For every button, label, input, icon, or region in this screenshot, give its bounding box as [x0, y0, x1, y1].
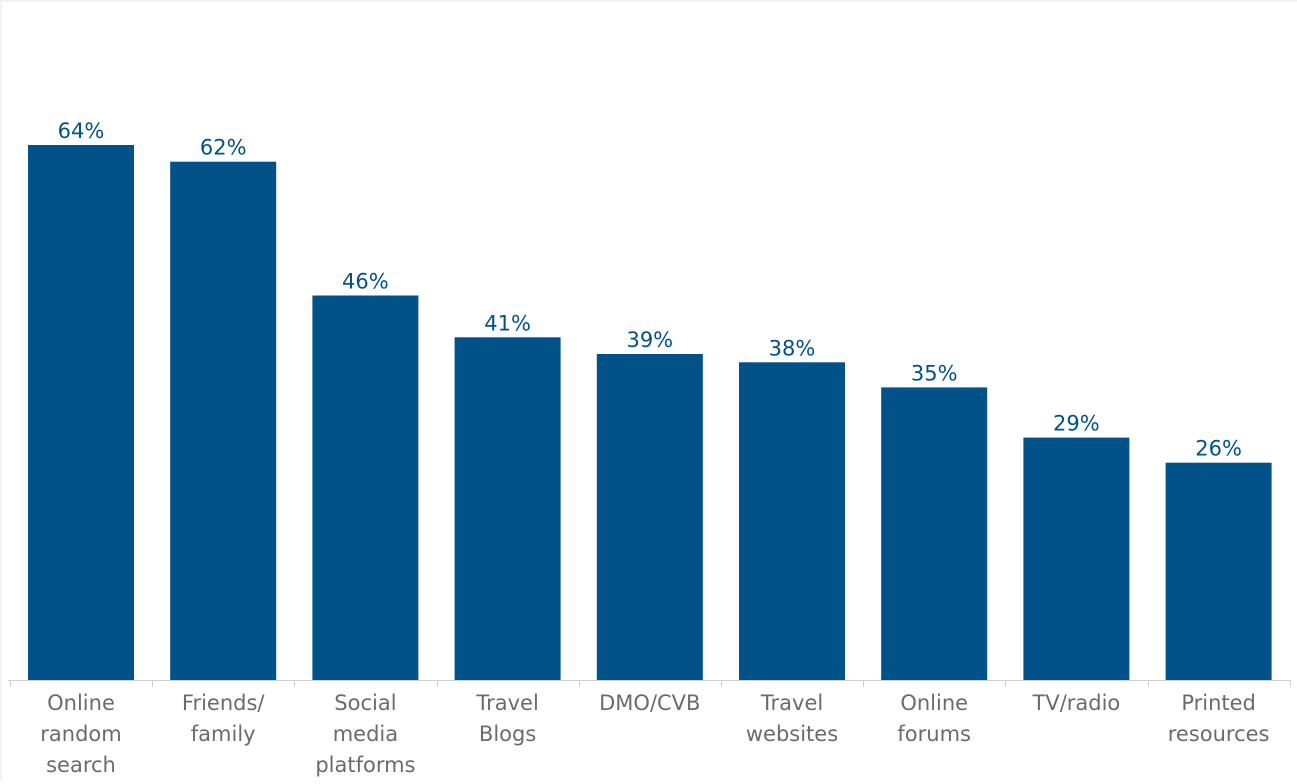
- category-label-line: Printed: [1181, 691, 1256, 715]
- bar: [28, 145, 134, 680]
- category-label: Social media platforms: [315, 691, 415, 777]
- category-label-line: TV/radio: [1032, 691, 1121, 715]
- bar: [881, 387, 988, 680]
- category-label: Travel websites: [746, 691, 838, 746]
- category-label-line: family: [191, 722, 256, 746]
- bar-value-label: 46%: [342, 270, 389, 294]
- bar: [454, 337, 561, 680]
- category-label-line: websites: [746, 722, 838, 746]
- category-label: DMO/CVB: [599, 691, 700, 715]
- category-label-line: Travel: [760, 691, 823, 715]
- bar: [596, 354, 703, 680]
- bar-value-label: 41%: [484, 311, 531, 335]
- category-label-line: platforms: [315, 753, 415, 777]
- category-label-line: resources: [1168, 722, 1270, 746]
- bar-value-label: 38%: [769, 336, 816, 360]
- category-label-line: random: [40, 722, 121, 746]
- category-label-line: Blogs: [479, 722, 536, 746]
- bar: [170, 161, 277, 680]
- category-label: Online forums: [897, 691, 971, 746]
- category-label-line: Social: [334, 691, 396, 715]
- category-label-line: Travel: [475, 691, 538, 715]
- bar-value-label: 39%: [626, 328, 673, 352]
- bar: [1165, 462, 1272, 680]
- category-label-line: Online: [47, 691, 115, 715]
- category-label: TV/radio: [1032, 691, 1121, 715]
- category-label: Online random search: [40, 691, 121, 777]
- category-label-line: media: [333, 722, 398, 746]
- x-axis-ticks: [10, 680, 1291, 687]
- bar: [1023, 437, 1130, 680]
- category-label-line: forums: [897, 722, 971, 746]
- category-label-line: Online: [900, 691, 968, 715]
- category-label: Friends/family: [182, 691, 266, 746]
- value-labels-layer: 64% 62% 46% 41% 39% 38% 35% 29% 26%: [58, 119, 1242, 461]
- category-labels-layer: Online random search Friends/family Social me…: [40, 691, 1269, 777]
- category-label: Travel Blogs: [475, 691, 538, 746]
- bar-value-label: 29%: [1053, 412, 1100, 436]
- category-label-line: Friends/: [182, 691, 266, 715]
- bar-value-label: 64%: [58, 119, 105, 143]
- bar: [312, 295, 419, 680]
- category-label-line: search: [46, 753, 116, 777]
- bar-value-label: 62%: [200, 136, 247, 160]
- bar-value-label: 26%: [1195, 437, 1242, 461]
- bar-value-label: 35%: [911, 361, 958, 385]
- category-label: Printed resources: [1168, 691, 1270, 746]
- bars-layer: [28, 145, 1272, 680]
- category-label-line: DMO/CVB: [599, 691, 700, 715]
- bar: [739, 362, 845, 680]
